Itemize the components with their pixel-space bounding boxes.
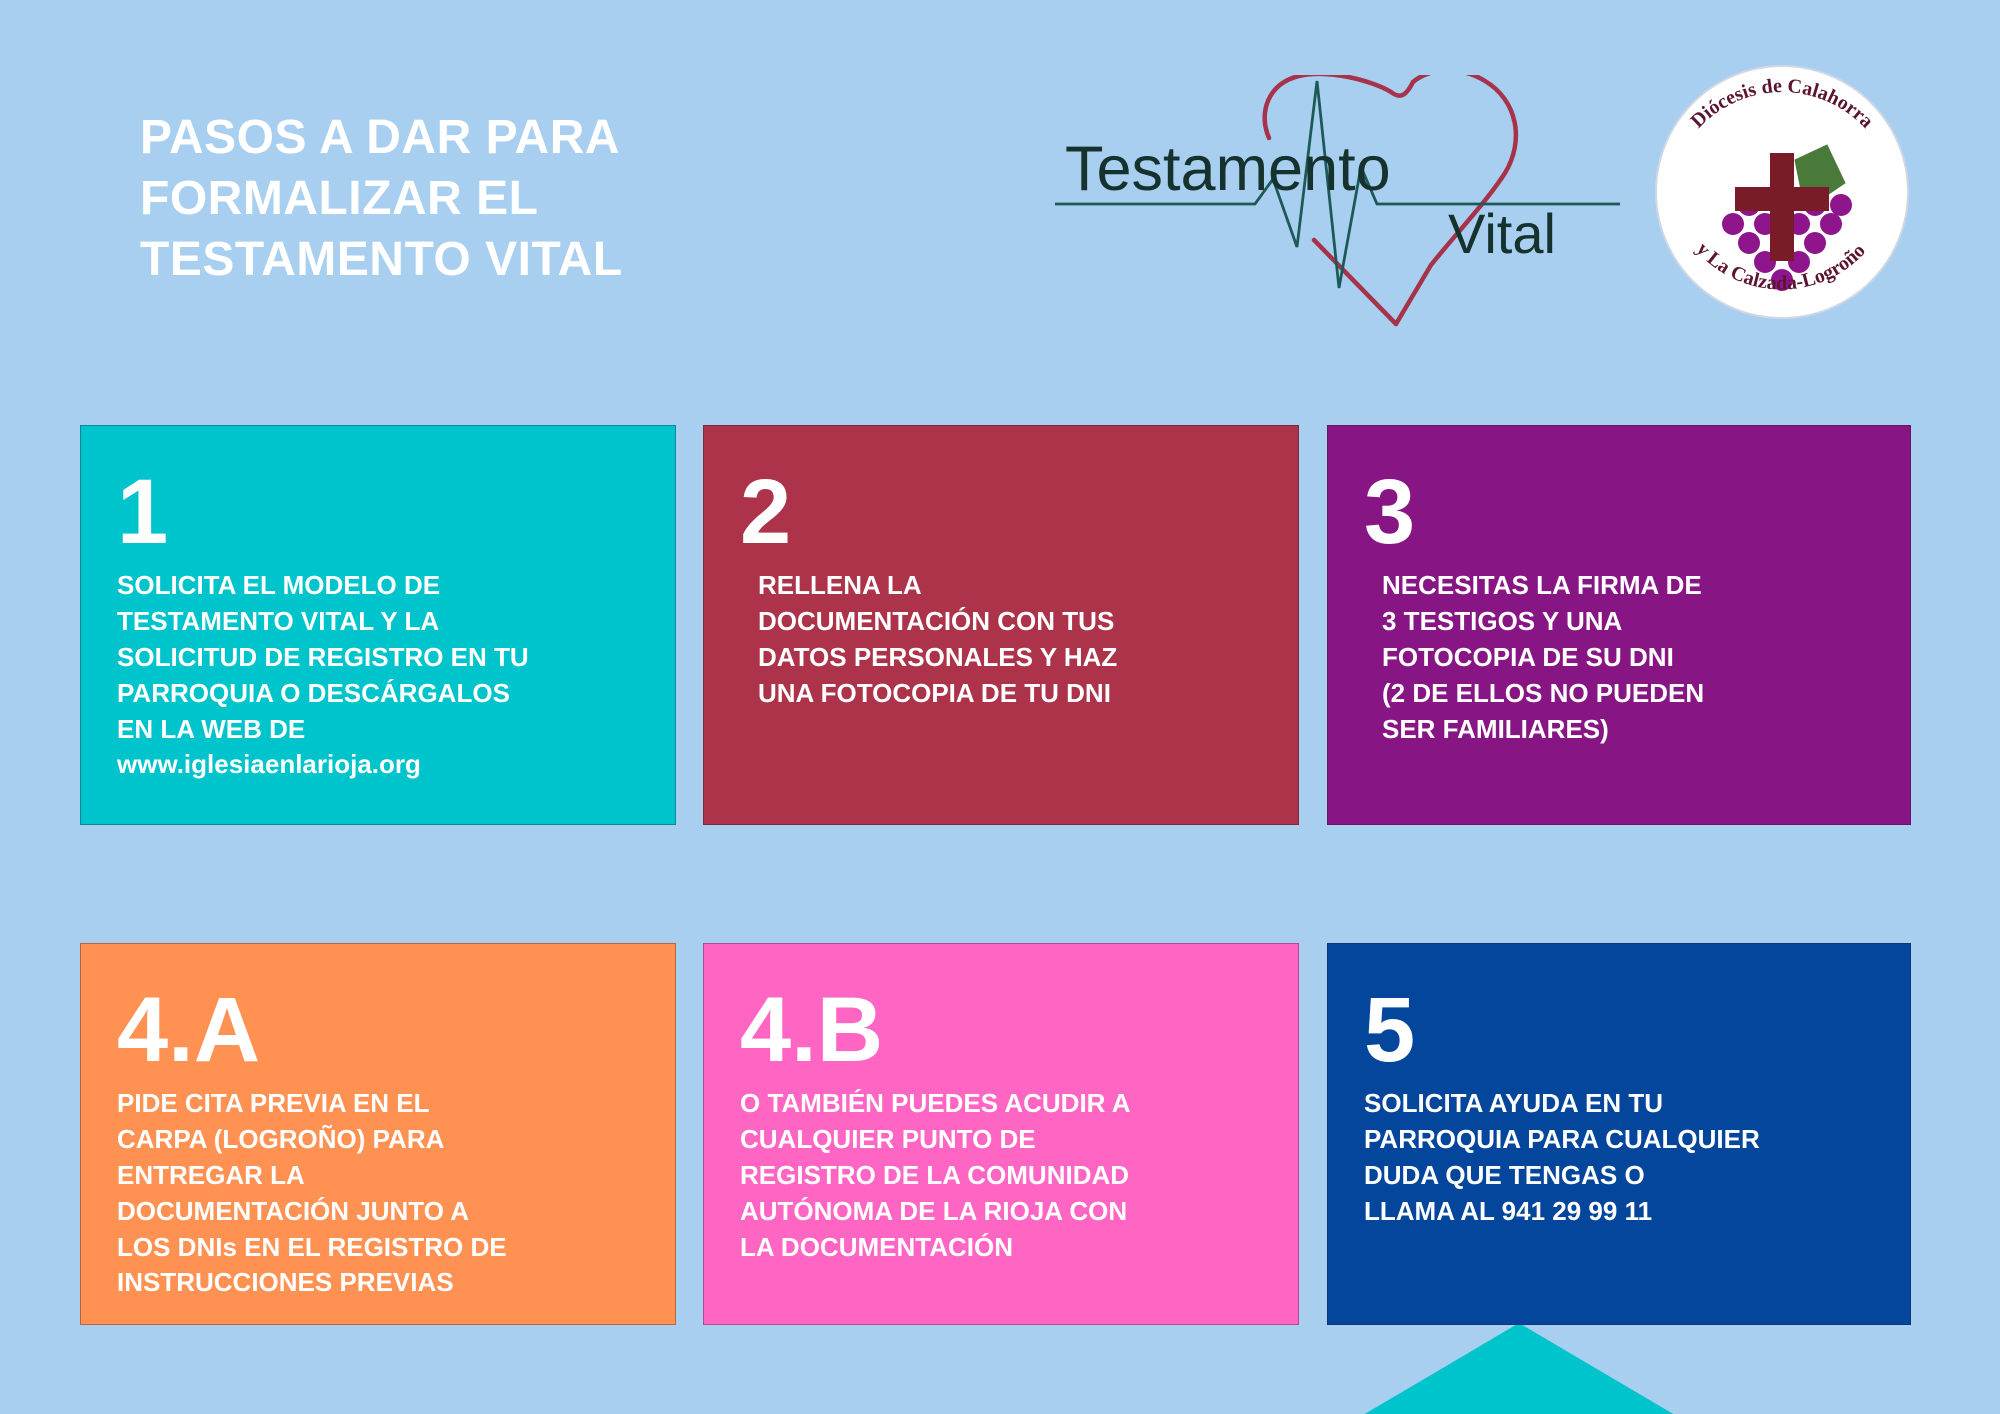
svg-text:Vital: Vital [1448, 202, 1556, 265]
svg-text:Testamento: Testamento [1065, 134, 1391, 204]
